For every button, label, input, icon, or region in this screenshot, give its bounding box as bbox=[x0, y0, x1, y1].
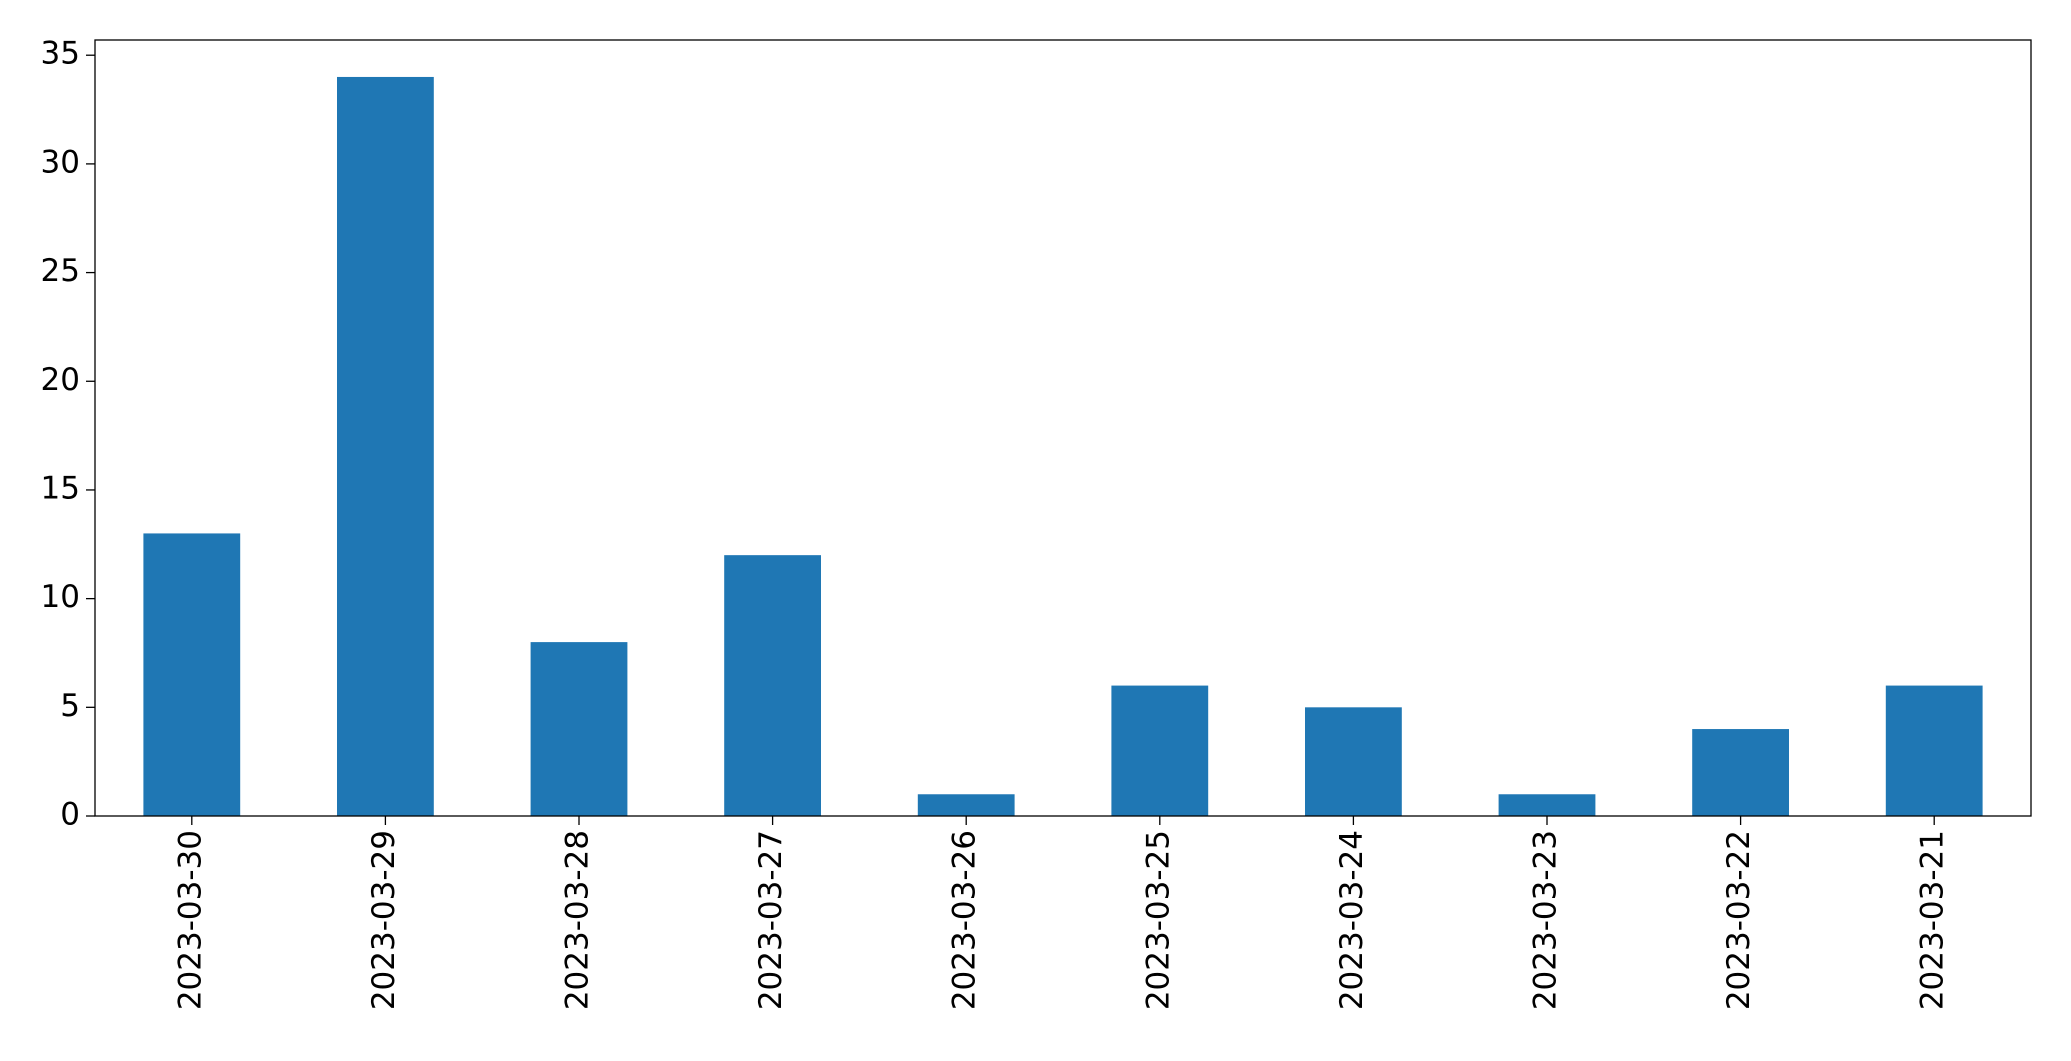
bar bbox=[917, 794, 1015, 816]
x-tick-label: 2023-03-23 bbox=[1528, 830, 1564, 1010]
x-tick-label: 2023-03-27 bbox=[753, 830, 789, 1010]
x-tick-label: 2023-03-30 bbox=[172, 830, 208, 1010]
y-tick-label: 0 bbox=[60, 797, 80, 833]
y-tick-label: 15 bbox=[41, 470, 80, 506]
x-tick-label: 2023-03-25 bbox=[1140, 830, 1176, 1010]
bar bbox=[530, 642, 628, 816]
y-tick-label: 30 bbox=[41, 144, 80, 180]
x-tick-label: 2023-03-21 bbox=[1915, 830, 1951, 1010]
x-tick-label: 2023-03-24 bbox=[1334, 830, 1370, 1010]
bar bbox=[337, 76, 434, 816]
y-tick-label: 35 bbox=[41, 36, 80, 72]
bar bbox=[1111, 685, 1209, 816]
x-tick-label: 2023-03-28 bbox=[560, 830, 596, 1010]
y-tick-label: 5 bbox=[60, 688, 80, 724]
bar bbox=[1885, 685, 1983, 816]
bar bbox=[1692, 729, 1789, 816]
x-tick-label: 2023-03-29 bbox=[366, 830, 402, 1010]
plot-frame bbox=[94, 39, 2032, 817]
bar bbox=[1498, 794, 1596, 816]
x-tick-label: 2023-03-22 bbox=[1721, 830, 1757, 1010]
y-tick-label: 25 bbox=[41, 253, 80, 289]
y-tick-label: 10 bbox=[41, 579, 80, 615]
x-tick-label: 2023-03-26 bbox=[947, 830, 983, 1010]
bar bbox=[143, 533, 241, 816]
y-tick-label: 20 bbox=[41, 362, 80, 398]
bar bbox=[1305, 707, 1402, 816]
bar bbox=[724, 555, 821, 816]
